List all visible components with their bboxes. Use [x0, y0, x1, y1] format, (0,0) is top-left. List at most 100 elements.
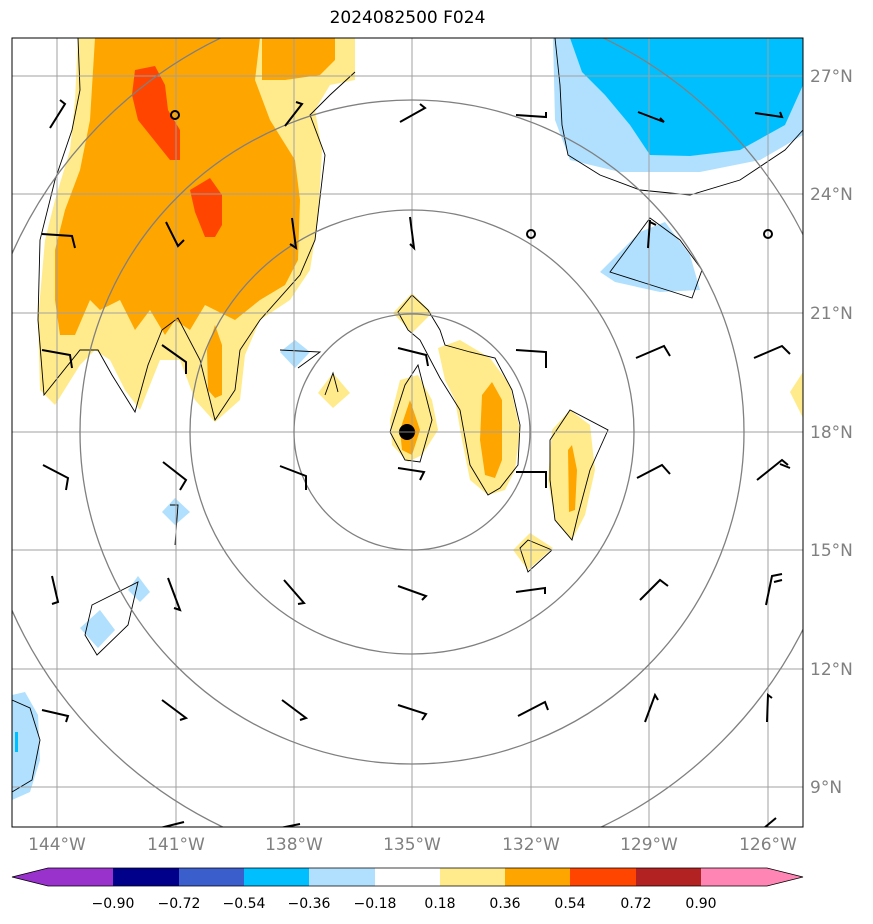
lat-label: 15°N — [810, 541, 853, 561]
wind-barb — [162, 461, 188, 491]
colorbar-segment — [244, 868, 309, 886]
calm-wind-markers — [170, 110, 773, 239]
wind-barb — [41, 709, 70, 723]
wind-barb — [281, 699, 309, 721]
wind-barb — [409, 216, 416, 251]
wind-barb — [161, 344, 187, 374]
contour-fill-negative — [12, 38, 803, 800]
wind-barb — [41, 349, 73, 369]
longitude-labels: 144°W 141°W 138°W 135°W 132°W 129°W 126°… — [28, 835, 797, 855]
colorbar-tick-label: 0.72 — [620, 896, 651, 912]
wind-barb — [644, 692, 659, 723]
yellow-edge-east — [790, 372, 803, 418]
wind-barb — [51, 575, 60, 605]
wind-barb — [289, 217, 298, 251]
wind-barb — [636, 463, 671, 479]
wind-barb — [635, 344, 671, 359]
lat-label: 18°N — [810, 423, 853, 443]
wind-barb — [753, 344, 791, 359]
wind-barb — [515, 112, 547, 119]
map-title: 2024082500 F024 — [329, 8, 486, 28]
wind-barb — [516, 471, 547, 488]
wind-barb — [397, 347, 429, 367]
yellow-small-2 — [513, 533, 553, 570]
wind-barb — [161, 699, 189, 721]
wind-barb — [766, 693, 773, 723]
colorbar — [11, 867, 804, 887]
wind-barb — [159, 821, 185, 827]
wind-barb — [279, 465, 307, 490]
colorbar-tick-label: −0.90 — [92, 896, 135, 912]
wind-barb — [647, 219, 657, 249]
colorbar-segment — [375, 868, 440, 886]
colorbar-segment — [309, 868, 375, 886]
lon-label: 138°W — [265, 835, 323, 855]
wind-barb — [517, 700, 549, 717]
colorbar-tick-label: −0.36 — [288, 896, 331, 912]
colorbar-tick-label: 0.90 — [685, 896, 716, 912]
wind-barb — [515, 586, 546, 594]
wind-barb — [397, 585, 428, 601]
wind-barb — [515, 349, 547, 368]
lightblue-small-1 — [280, 340, 310, 368]
wind-barb — [754, 111, 784, 119]
lat-label: 27°N — [810, 67, 853, 87]
lon-label: 135°W — [383, 835, 441, 855]
colorbar-segment — [570, 868, 636, 886]
calm-marker — [170, 110, 180, 120]
range-rings — [12, 38, 803, 827]
wind-barb — [765, 573, 783, 606]
wind-barb — [756, 458, 791, 481]
red-region-2 — [190, 178, 222, 237]
wind-barb — [279, 823, 301, 827]
colorbar-segment — [636, 868, 701, 886]
colorbar-segment — [701, 868, 803, 886]
wind-barb — [763, 817, 777, 827]
wind-barb — [639, 578, 669, 601]
lon-label: 126°W — [739, 835, 797, 855]
calm-marker — [526, 229, 536, 239]
colorbar-segment — [440, 868, 505, 886]
wind-barb — [397, 467, 426, 481]
orange-finger — [207, 325, 222, 398]
colorbar-tick-label: −0.72 — [158, 896, 201, 912]
colorbar-tick-label: −0.18 — [354, 896, 397, 912]
lon-label: 129°W — [620, 835, 678, 855]
colorbar-outline — [11, 867, 804, 887]
storm-center-marker — [398, 424, 416, 440]
wind-barb — [41, 233, 76, 249]
wind-barb — [283, 579, 306, 605]
lat-label: 24°N — [810, 185, 853, 205]
colorbar-segment — [179, 868, 244, 886]
orange-band-east — [480, 382, 502, 478]
blue-spot-southwest — [15, 732, 18, 752]
colorbar-segment — [505, 868, 570, 886]
blue-region-northeast — [570, 38, 803, 156]
orange-band-far-east — [568, 445, 577, 512]
orange-region-top — [262, 38, 335, 80]
colorbar-tick-labels: −0.90 −0.72 −0.54 −0.36 −0.18 0.18 0.36 … — [92, 896, 717, 912]
wind-barb — [399, 103, 427, 123]
lon-label: 141°W — [147, 835, 205, 855]
colorbar-tick-label: 0.36 — [489, 896, 520, 912]
wind-barbs — [41, 99, 791, 827]
colorbar-tick-label: 0.18 — [424, 896, 455, 912]
red-region-1 — [132, 66, 180, 160]
colorbar-tick-label: −0.54 — [223, 896, 266, 912]
lon-label: 144°W — [28, 835, 86, 855]
map-frame — [11, 37, 804, 828]
wind-barb — [49, 99, 67, 129]
lon-label: 132°W — [502, 835, 560, 855]
lat-label: 12°N — [810, 660, 853, 680]
wind-barb — [167, 577, 182, 612]
colorbar-segment — [12, 868, 113, 886]
lightblue-small-3 — [80, 610, 115, 648]
calm-marker — [763, 229, 773, 239]
map-area — [12, 38, 803, 827]
lightblue-small-4 — [128, 576, 150, 602]
yellow-small-1 — [318, 373, 350, 408]
wind-barb — [284, 101, 304, 127]
lightblue-region-east — [600, 222, 700, 292]
latitude-labels: 27°N 24°N 21°N 18°N 15°N 12°N 9°N — [810, 67, 853, 798]
